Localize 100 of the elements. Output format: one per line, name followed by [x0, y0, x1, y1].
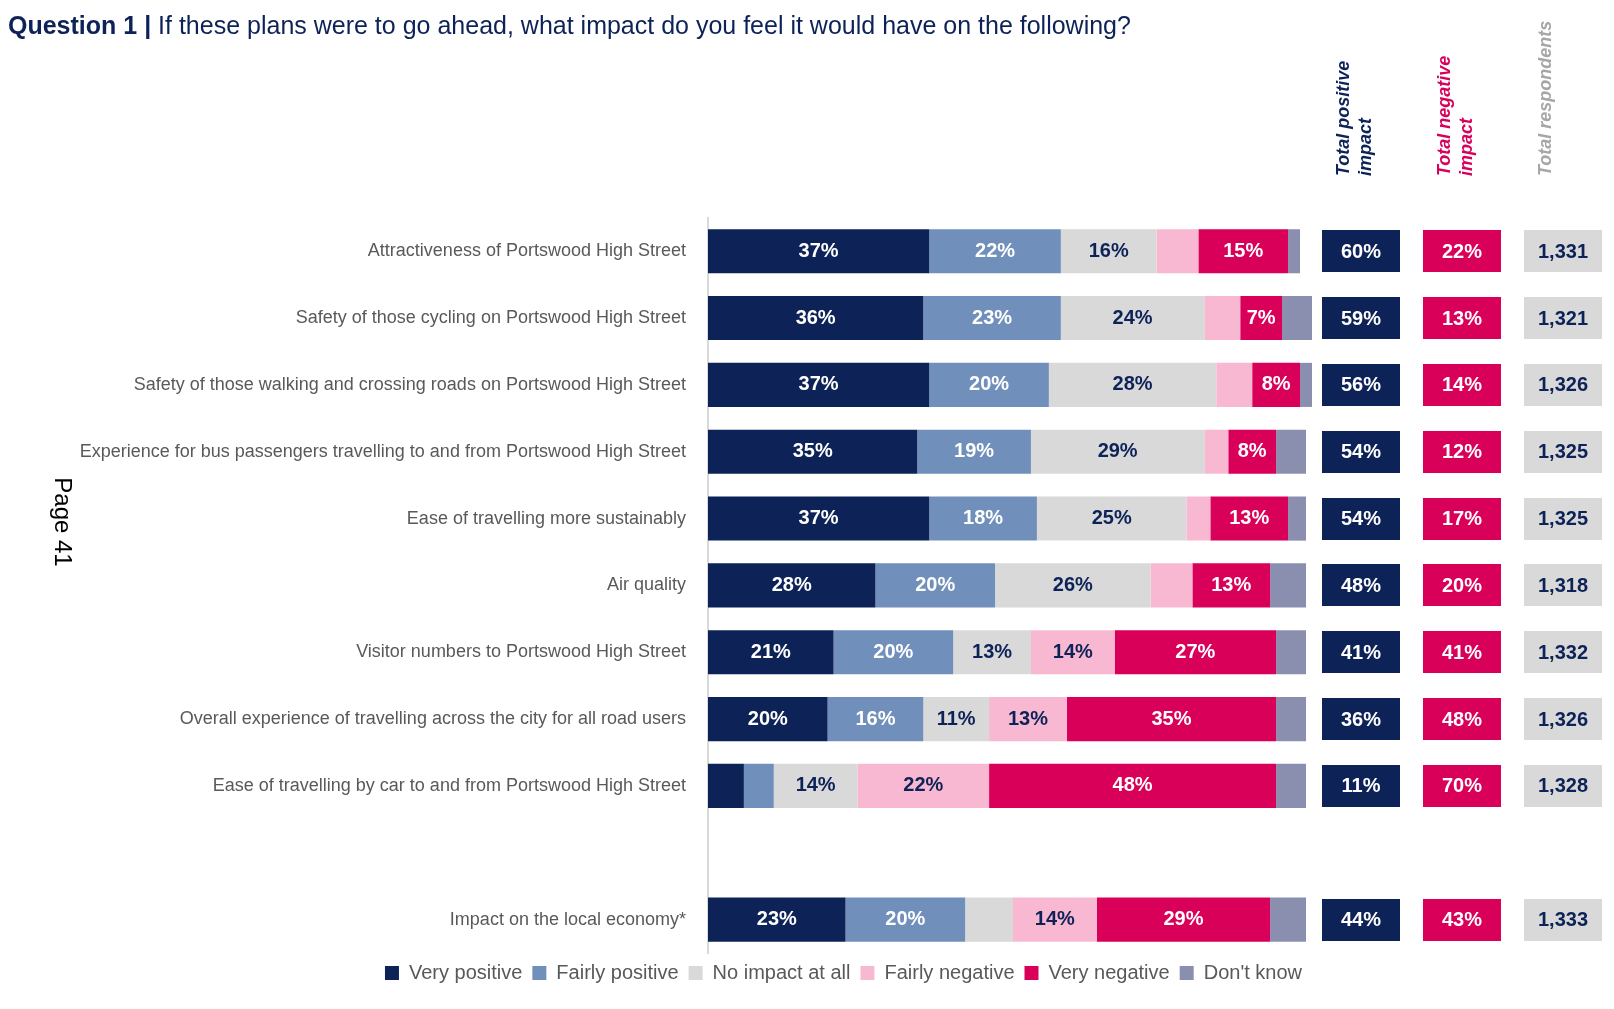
y-tick-label: Overall experience of travelling across the city for all road users: [179, 708, 686, 729]
legend-label: Fairly positive: [556, 960, 679, 983]
bar: [708, 229, 930, 274]
text: 22%: [1423, 230, 1501, 273]
bar: [845, 897, 966, 942]
text: 41%: [1322, 631, 1400, 674]
bar: [1192, 563, 1271, 608]
text: 48%: [1423, 698, 1501, 741]
data-label: 15%: [1223, 238, 1264, 261]
data-label: 20%: [969, 372, 1010, 395]
data-label: 26%: [1052, 572, 1094, 595]
bar: [708, 630, 834, 675]
text: 54%: [1322, 497, 1400, 540]
data-label: 28%: [1112, 372, 1153, 395]
bar: [1186, 496, 1211, 541]
bar: [708, 362, 930, 407]
text: 11%: [1322, 764, 1400, 807]
text: 1,333: [1524, 898, 1602, 941]
bar: [1282, 296, 1312, 341]
bar: [1066, 697, 1277, 742]
legend-label: No impact at all: [712, 960, 851, 983]
data-label: 18%: [963, 506, 1004, 529]
data-label: 35%: [792, 439, 833, 462]
text: 56%: [1322, 363, 1400, 406]
y-tick-label: Air quality: [606, 574, 686, 595]
bar: [708, 429, 918, 474]
data-label: 37%: [798, 506, 839, 529]
bar: [953, 630, 1031, 675]
text: 54%: [1322, 430, 1400, 473]
bar: [929, 362, 1049, 407]
bar: [917, 429, 1031, 474]
bar: [929, 496, 1037, 541]
text: 12%: [1423, 430, 1501, 473]
data-label: 35%: [1151, 706, 1192, 729]
data-label: 29%: [1163, 907, 1204, 930]
bar: [1096, 897, 1271, 942]
bar: [833, 630, 954, 675]
bar: [708, 763, 744, 808]
y-tick-label: Ease of travelling more sustainably: [406, 507, 686, 528]
y-tick-label: Attractiveness of Portswood High Street: [367, 240, 686, 261]
bar: [708, 897, 846, 942]
y-tick-label: Impact on the local economy*: [449, 908, 686, 929]
data-label: 20%: [873, 639, 914, 662]
bar: [1048, 362, 1217, 407]
bar: [1288, 229, 1301, 274]
bar: [1204, 429, 1229, 474]
text: 20%: [1423, 564, 1501, 607]
bar: [875, 563, 996, 608]
text: 44%: [1322, 898, 1400, 941]
text: 1,328: [1524, 764, 1602, 807]
data-label: 7%: [1246, 305, 1276, 328]
bar: [1204, 296, 1241, 341]
data-label: 13%: [1211, 572, 1252, 595]
bar: [1276, 763, 1307, 808]
y-tick-label: Visitor numbers to Portswood High Street: [356, 641, 686, 662]
bar: [1060, 229, 1157, 274]
bar: [708, 296, 924, 341]
data-label: 16%: [1088, 238, 1129, 261]
text: 43%: [1423, 898, 1501, 941]
bar: [929, 229, 1061, 274]
data-label: 37%: [798, 372, 839, 395]
bar: [1036, 496, 1187, 541]
data-label: 29%: [1097, 439, 1138, 462]
bar: [1210, 496, 1289, 541]
data-label: 23%: [756, 907, 797, 930]
text: Total respondents: [1534, 19, 1556, 176]
data-label: 14%: [1034, 907, 1076, 930]
text: 13%: [1423, 297, 1501, 340]
bar: [1198, 229, 1289, 274]
text: Page 41: [48, 477, 77, 567]
bar: [708, 563, 876, 608]
text: Total positive impact: [1332, 59, 1376, 176]
bar: [708, 496, 930, 541]
text: 59%: [1322, 297, 1400, 340]
data-label: 11%: [936, 706, 976, 729]
data-label: 8%: [1237, 439, 1267, 462]
bar: [1300, 362, 1312, 407]
data-label: 22%: [903, 773, 944, 796]
data-label: 8%: [1261, 372, 1291, 395]
bar: [1276, 630, 1307, 675]
data-label: 13%: [1229, 506, 1270, 529]
data-label: 21%: [750, 639, 792, 662]
text: 1,326: [1524, 363, 1602, 406]
data-label: 19%: [954, 439, 995, 462]
bar: [965, 897, 1013, 942]
text: 17%: [1423, 497, 1501, 540]
data-label: 22%: [975, 238, 1016, 261]
text: 48%: [1322, 564, 1400, 607]
bar: [923, 296, 1061, 341]
bar: [857, 763, 990, 808]
data-label: 20%: [915, 572, 956, 595]
bar: [743, 763, 774, 808]
data-label: 14%: [1052, 639, 1094, 662]
y-tick-label: Safety of those cycling on Portswood High Street: [295, 307, 686, 328]
bar: [1276, 429, 1307, 474]
data-label: 20%: [747, 706, 789, 729]
bar: [1156, 229, 1199, 274]
bar: [995, 563, 1151, 608]
data-label: 28%: [771, 572, 812, 595]
data-label: 37%: [798, 238, 839, 261]
